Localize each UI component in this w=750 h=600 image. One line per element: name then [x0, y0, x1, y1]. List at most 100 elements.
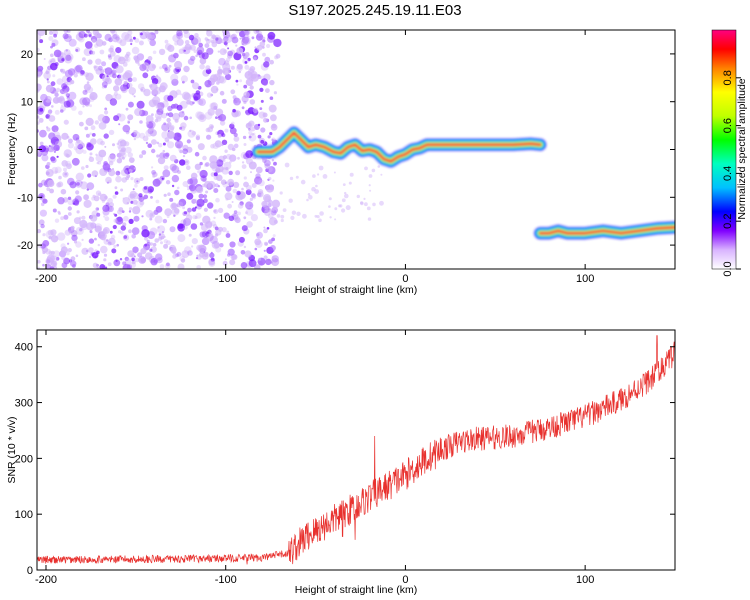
noise-speckle [209, 161, 218, 169]
noise-speckle [186, 165, 191, 170]
noise-speckle [241, 164, 247, 170]
noise-speckle [57, 232, 66, 241]
noise-speckle [46, 80, 50, 84]
noise-speckle [67, 248, 72, 253]
noise-speckle [75, 241, 82, 248]
noise-speckle [140, 257, 147, 263]
noise-speckle [97, 192, 102, 197]
noise-speckle [187, 187, 190, 191]
noise-speckle [209, 235, 218, 244]
noise-speckle [61, 255, 66, 260]
noise-speckle [255, 30, 259, 33]
noise-speckle [279, 191, 283, 195]
noise-speckle [267, 203, 272, 207]
noise-speckle [51, 42, 56, 47]
noise-speckle [177, 170, 181, 174]
noise-speckle [227, 253, 231, 257]
noise-speckle [89, 132, 92, 136]
noise-speckle [334, 207, 338, 211]
noise-speckle [229, 160, 232, 164]
noise-speckle [71, 234, 78, 242]
noise-speckle [215, 37, 219, 41]
noise-speckle [104, 145, 107, 148]
noise-speckle [75, 64, 83, 73]
noise-speckle [75, 190, 80, 195]
colorbar-label: Normalized spectral amplitude [736, 78, 748, 219]
y-tick-label: -20 [17, 240, 33, 252]
noise-speckle [206, 30, 213, 37]
noise-speckle [180, 258, 186, 263]
noise-speckle [152, 242, 157, 247]
noise-speckle [187, 207, 192, 213]
noise-speckle [136, 100, 145, 109]
noise-speckle [48, 144, 51, 148]
noise-speckle [156, 154, 160, 158]
noise-speckle [98, 149, 107, 158]
noise-speckle [210, 102, 218, 110]
noise-speckle [158, 48, 166, 56]
noise-speckle [260, 99, 264, 103]
noise-speckle [94, 43, 99, 48]
noise-speckle [184, 246, 192, 254]
noise-speckle [83, 199, 92, 208]
noise-speckle [328, 205, 331, 208]
noise-speckle [117, 113, 126, 122]
noise-speckle [210, 85, 219, 94]
noise-speckle [63, 33, 72, 43]
noise-speckle [195, 54, 198, 58]
noise-speckle [111, 248, 117, 254]
noise-speckle [96, 266, 101, 269]
noise-speckle [379, 200, 384, 206]
noise-speckle [127, 193, 136, 201]
colorbar-ticks: 0.0 0.2 0.4 0.6 0.8 [722, 70, 741, 277]
noise-speckle [37, 115, 40, 119]
noise-speckle [61, 132, 69, 140]
noise-speckle [235, 30, 241, 34]
noise-speckle [224, 192, 233, 201]
noise-speckle [199, 63, 205, 70]
noise-speckle [221, 98, 227, 104]
noise-speckle [226, 230, 230, 234]
noise-speckle [104, 195, 108, 200]
noise-speckle [231, 201, 234, 203]
noise-speckle [66, 30, 71, 34]
noise-speckle [245, 201, 254, 210]
noise-speckle [71, 157, 80, 166]
noise-speckle [191, 131, 197, 136]
noise-speckle [222, 67, 230, 76]
noise-speckle [360, 201, 364, 205]
noise-speckle [117, 209, 123, 215]
noise-speckle [204, 111, 213, 120]
noise-speckle [243, 30, 251, 36]
noise-speckle [48, 36, 54, 41]
noise-speckle [120, 225, 127, 231]
noise-speckle [40, 202, 45, 207]
noise-speckle [51, 58, 56, 63]
noise-speckle [248, 120, 255, 127]
noise-speckle [67, 142, 74, 149]
noise-speckle [222, 260, 228, 266]
noise-speckle [50, 235, 59, 243]
noise-speckle [241, 52, 246, 57]
noise-speckle [67, 196, 72, 200]
noise-speckle [54, 109, 60, 115]
noise-speckle [194, 33, 199, 38]
noise-speckle [269, 132, 273, 136]
x-tick-label: -100 [215, 273, 237, 285]
noise-speckle [134, 38, 140, 43]
noise-speckle [182, 148, 189, 155]
noise-speckle [187, 58, 195, 65]
noise-speckle [89, 92, 98, 101]
noise-speckle [132, 206, 141, 215]
noise-speckle [111, 34, 120, 43]
noise-speckle [39, 39, 44, 44]
noise-speckle [251, 132, 255, 136]
noise-speckle [38, 117, 44, 123]
noise-speckle [215, 164, 224, 173]
noise-speckle [94, 255, 97, 259]
noise-speckle [155, 253, 163, 261]
noise-speckle [55, 257, 60, 261]
noise-speckle [85, 117, 94, 126]
